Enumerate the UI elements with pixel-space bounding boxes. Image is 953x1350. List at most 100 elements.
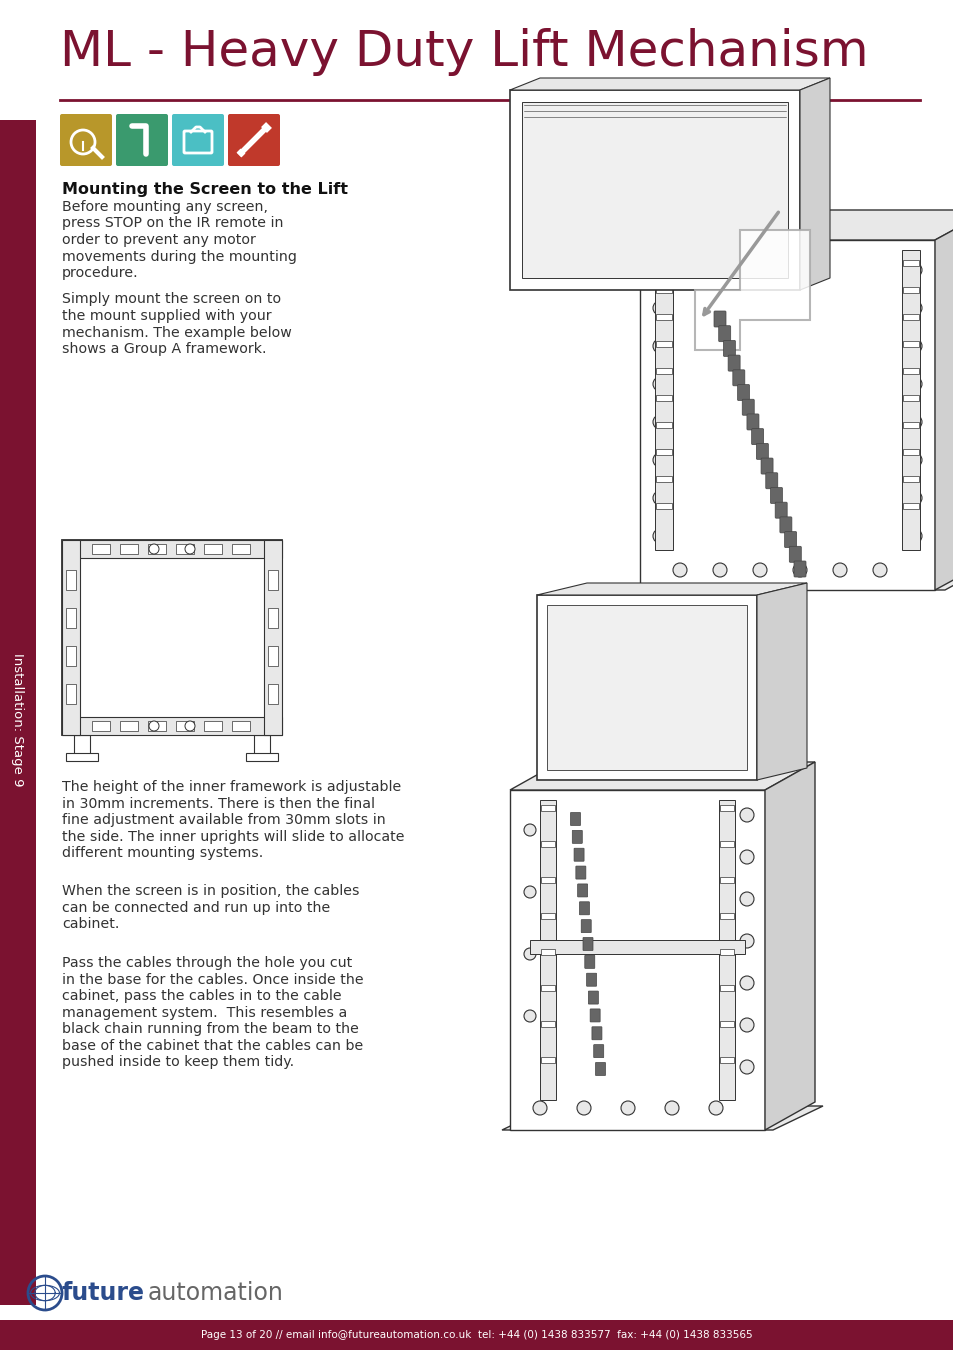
Text: fine adjustment available from 30mm slots in: fine adjustment available from 30mm slot… [62, 813, 385, 828]
Bar [510, 90, 800, 290]
Text: can be connected and run up into the: can be connected and run up into the [62, 900, 330, 915]
Circle shape [185, 721, 194, 730]
FancyBboxPatch shape [775, 502, 786, 518]
Circle shape [708, 1102, 722, 1115]
Polygon shape [501, 1106, 822, 1130]
Text: the mount supplied with your: the mount supplied with your [62, 309, 272, 323]
Circle shape [149, 721, 159, 730]
FancyBboxPatch shape [580, 919, 591, 933]
Bar [62, 717, 282, 734]
FancyBboxPatch shape [722, 340, 735, 356]
Bar [204, 721, 222, 730]
Bar [268, 570, 277, 590]
Bar [91, 544, 110, 554]
Bar [655, 250, 672, 549]
Bar [268, 684, 277, 703]
Bar [232, 544, 250, 554]
Circle shape [523, 886, 536, 898]
Circle shape [740, 809, 753, 822]
Bar [175, 544, 193, 554]
Bar [66, 647, 76, 666]
Bar [656, 396, 671, 401]
FancyBboxPatch shape [737, 385, 749, 401]
Circle shape [712, 563, 726, 576]
Bar [537, 595, 757, 780]
Text: When the screen is in position, the cables: When the screen is in position, the cabl… [62, 884, 359, 899]
FancyBboxPatch shape [582, 937, 593, 950]
Circle shape [792, 563, 806, 576]
Bar [656, 342, 671, 347]
Text: in the base for the cables. Once inside the: in the base for the cables. Once inside … [62, 972, 363, 987]
Polygon shape [764, 761, 814, 1130]
Circle shape [907, 454, 921, 467]
Bar [264, 540, 282, 734]
Circle shape [577, 1102, 590, 1115]
Circle shape [740, 934, 753, 948]
FancyBboxPatch shape [793, 562, 805, 576]
Polygon shape [934, 211, 953, 590]
Circle shape [740, 850, 753, 864]
Bar [539, 801, 556, 1100]
Bar [148, 544, 166, 554]
Bar [546, 605, 746, 770]
FancyBboxPatch shape [572, 830, 581, 844]
Bar [91, 721, 110, 730]
Text: automation: automation [148, 1281, 284, 1305]
Bar [0, 1320, 953, 1350]
Text: cabinet, pass the cables in to the cable: cabinet, pass the cables in to the cable [62, 990, 341, 1003]
Bar [656, 504, 671, 509]
Bar [902, 396, 918, 401]
Bar [540, 913, 555, 919]
Bar [720, 949, 733, 954]
Bar [66, 608, 76, 628]
FancyBboxPatch shape [60, 113, 112, 166]
Circle shape [740, 892, 753, 906]
Circle shape [185, 544, 194, 554]
Text: ML - Heavy Duty Lift Mechanism: ML - Heavy Duty Lift Mechanism [60, 28, 868, 76]
Bar [246, 753, 277, 761]
Circle shape [652, 414, 666, 429]
Circle shape [664, 1102, 679, 1115]
FancyBboxPatch shape [765, 472, 777, 489]
Polygon shape [757, 583, 806, 780]
Text: different mounting systems.: different mounting systems. [62, 846, 263, 860]
Polygon shape [800, 78, 829, 290]
Text: press STOP on the IR remote in: press STOP on the IR remote in [62, 216, 283, 231]
Bar [540, 986, 555, 991]
Bar [66, 684, 76, 703]
Bar [656, 369, 671, 374]
Circle shape [907, 414, 921, 429]
Text: management system.  This resembles a: management system. This resembles a [62, 1006, 347, 1019]
FancyBboxPatch shape [590, 1008, 599, 1022]
Circle shape [740, 976, 753, 990]
Circle shape [907, 339, 921, 352]
Text: Installation: Stage 9: Installation: Stage 9 [11, 653, 25, 787]
Bar [720, 878, 733, 883]
Bar [902, 504, 918, 509]
Bar [62, 540, 80, 734]
FancyBboxPatch shape [746, 414, 759, 429]
FancyBboxPatch shape [770, 487, 781, 504]
Polygon shape [510, 761, 814, 790]
Bar [62, 540, 282, 734]
Bar [540, 805, 555, 811]
FancyBboxPatch shape [584, 956, 594, 968]
Text: base of the cabinet that the cables can be: base of the cabinet that the cables can … [62, 1038, 363, 1053]
FancyBboxPatch shape [713, 310, 725, 327]
Bar [901, 250, 919, 549]
Circle shape [652, 491, 666, 505]
Circle shape [752, 563, 766, 576]
Polygon shape [537, 583, 806, 595]
Bar [656, 315, 671, 320]
Text: procedure.: procedure. [62, 266, 138, 279]
Bar [540, 1057, 555, 1062]
Circle shape [832, 563, 846, 576]
Bar [510, 790, 764, 1130]
Bar [902, 342, 918, 347]
FancyBboxPatch shape [586, 973, 596, 987]
Bar [902, 477, 918, 482]
Bar [639, 240, 934, 590]
Circle shape [523, 824, 536, 836]
Bar [720, 1057, 733, 1062]
Bar [521, 103, 787, 278]
